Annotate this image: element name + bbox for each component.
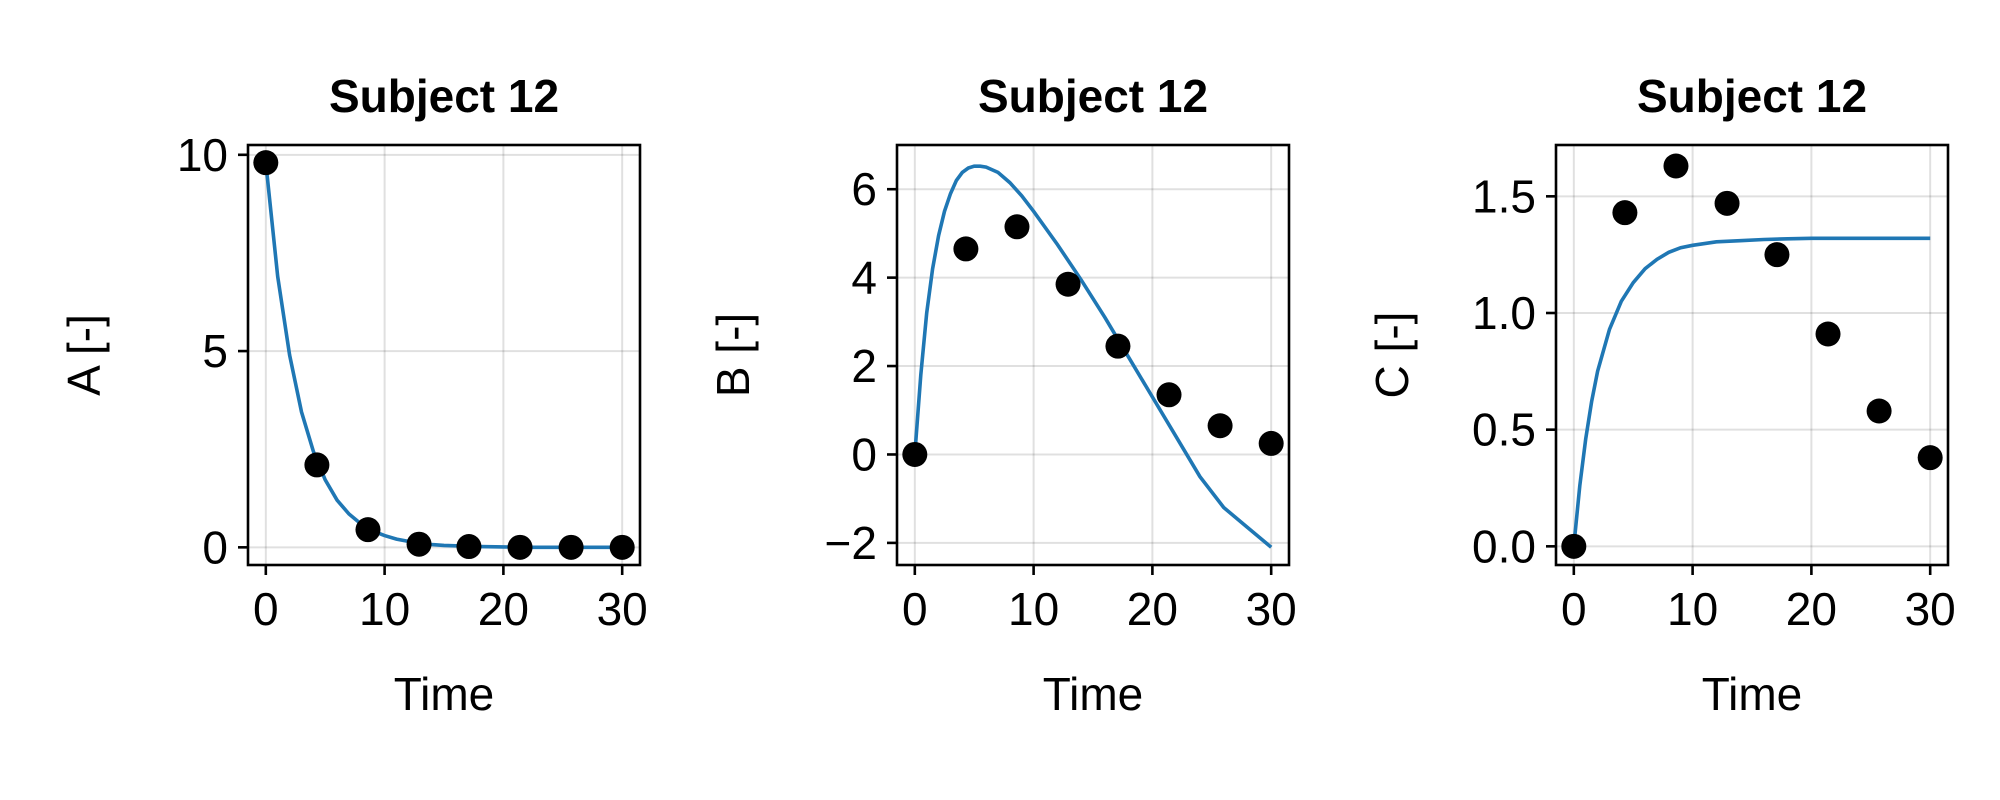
observation-point (253, 150, 279, 176)
y-tick-label: 4 (851, 252, 877, 304)
y-tick-label: 0.0 (1472, 520, 1536, 572)
observation-point (1764, 242, 1790, 268)
plot-frame (1554, 143, 1950, 567)
y-tick-label: 1.5 (1472, 170, 1536, 222)
panel-title: Subject 12 (1637, 70, 1867, 122)
observation-point (355, 517, 381, 543)
x-axis-label: Time (394, 668, 495, 720)
y-tick-label: 5 (202, 325, 228, 377)
y-tick-label: 10 (177, 129, 228, 181)
panel-title: Subject 12 (329, 70, 559, 122)
panel-title: Subject 12 (978, 70, 1208, 122)
observation-point (1055, 271, 1081, 297)
x-tick-label: 10 (1008, 583, 1059, 635)
plot-frame (246, 143, 642, 567)
y-axis-label: B [-] (707, 313, 759, 397)
observation-point (1105, 333, 1131, 359)
y-tick-label: −2 (825, 517, 877, 569)
observation-point (1714, 190, 1740, 216)
observation-point (507, 534, 533, 560)
x-tick-label: 30 (1905, 583, 1956, 635)
observation-point (1612, 200, 1638, 226)
observation-point (1561, 533, 1587, 559)
observation-point (1815, 321, 1841, 347)
y-axis-label: A [-] (58, 314, 110, 396)
panel-1: 0 10 20 30 0 5 10 Subject 12 Time A [-] (58, 70, 648, 720)
observation-point (1258, 430, 1284, 456)
y-tick-label: 1.0 (1472, 287, 1536, 339)
observation-point (406, 531, 432, 557)
y-tick-label: 6 (851, 163, 877, 215)
x-tick-label: 20 (478, 583, 529, 635)
observation-point (1663, 153, 1689, 179)
y-tick-label: 0.5 (1472, 404, 1536, 456)
x-tick-label: 0 (253, 583, 279, 635)
fit-line (913, 164, 1273, 549)
observation-point (1207, 413, 1233, 439)
fit-line (264, 162, 623, 550)
observation-point (1866, 398, 1892, 424)
observation-point (1917, 445, 1943, 471)
observation-point (558, 534, 584, 560)
x-tick-label: 30 (597, 583, 648, 635)
x-tick-label: 10 (1667, 583, 1718, 635)
observation-point (609, 534, 635, 560)
y-tick-label: 0 (202, 521, 228, 573)
x-tick-label: 0 (1561, 583, 1587, 635)
observation-point (953, 236, 979, 262)
panel-3: 0 10 20 30 0.0 0.5 1.0 1.5 Subject 12 Time C [-] (1366, 70, 1956, 720)
x-tick-label: 0 (902, 583, 928, 635)
observation-point (902, 441, 928, 467)
plot-frame (895, 143, 1291, 567)
x-tick-label: 30 (1246, 583, 1297, 635)
x-axis-label: Time (1043, 668, 1144, 720)
x-tick-label: 10 (359, 583, 410, 635)
fit-line (1572, 236, 1931, 547)
observation-point (456, 534, 482, 560)
x-axis-label: Time (1702, 668, 1803, 720)
panel-2: 0 10 20 30 −2 0 2 4 6 Subject 12 Time B [-] (707, 70, 1297, 720)
observation-point (304, 452, 330, 478)
y-tick-label: 2 (851, 340, 877, 392)
observation-point (1004, 214, 1030, 240)
x-tick-label: 20 (1127, 583, 1178, 635)
y-tick-label: 0 (851, 428, 877, 480)
y-axis-label: C [-] (1366, 312, 1418, 399)
x-tick-label: 20 (1786, 583, 1837, 635)
observation-point (1156, 382, 1182, 408)
